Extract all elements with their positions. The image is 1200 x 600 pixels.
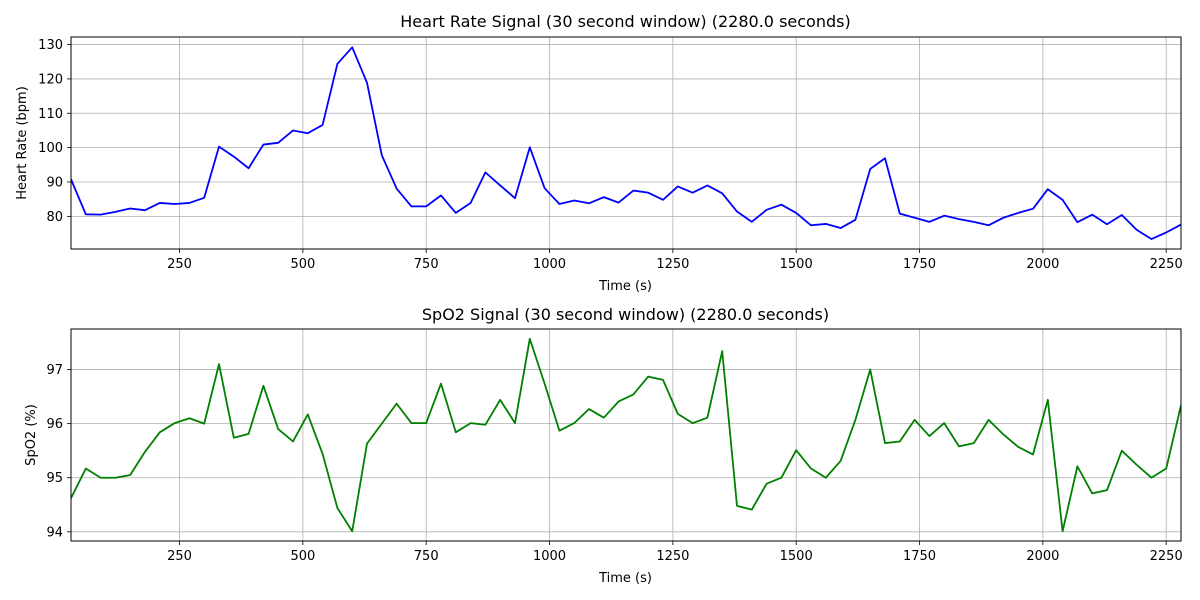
chart-title: Heart Rate Signal (30 second window) (22… [400, 12, 850, 31]
x-tick-label: 750 [414, 549, 439, 564]
x-tick-label: 250 [167, 549, 192, 564]
grid [71, 329, 1181, 541]
x-tick-label: 750 [414, 257, 439, 272]
y-tick-label: 95 [46, 471, 63, 486]
series-line [71, 337, 1181, 533]
y-tick-label: 110 [38, 107, 63, 122]
x-tick-label: 500 [290, 549, 315, 564]
x-tick-label: 2000 [1026, 549, 1059, 564]
x-tick-label: 1500 [780, 549, 813, 564]
series-line [71, 46, 1181, 240]
x-tick-label: 2000 [1026, 257, 1059, 272]
heart-rate-chart: Heart Rate Signal (30 second window) (22… [15, 12, 1183, 294]
x-tick-label: 1000 [533, 549, 566, 564]
x-tick-label: 1250 [656, 257, 689, 272]
x-tick-label: 1750 [903, 549, 936, 564]
x-tick-label: 2250 [1150, 257, 1183, 272]
y-axis-label: Heart Rate (bpm) [15, 86, 30, 200]
grid [71, 37, 1181, 249]
y-tick-label: 120 [38, 72, 63, 87]
x-tick-label: 1750 [903, 257, 936, 272]
ticks: 250 500 750 1000 1250 1500 1750 2000 2250 80 90 100… [38, 38, 1183, 272]
spo2-chart: SpO2 Signal (30 second window) (2280.0 s… [24, 305, 1183, 586]
chart-title: SpO2 Signal (30 second window) (2280.0 s… [422, 305, 829, 324]
y-tick-label: 100 [38, 141, 63, 156]
plot-frame [70, 328, 1182, 542]
y-tick-label: 94 [46, 525, 63, 540]
x-tick-label: 2250 [1150, 549, 1183, 564]
plot-frame [70, 36, 1182, 250]
x-tick-label: 250 [167, 257, 192, 272]
ticks: 250 500 750 1000 1250 1500 1750 2000 2250 94 95 96 9… [46, 363, 1182, 564]
y-tick-label: 80 [46, 210, 63, 225]
y-axis-label: SpO2 (%) [24, 404, 39, 466]
x-axis-label: Time (s) [598, 571, 652, 586]
y-tick-label: 90 [46, 175, 63, 190]
y-tick-label: 130 [38, 38, 63, 53]
y-tick-label: 97 [46, 363, 63, 378]
y-tick-label: 96 [46, 417, 63, 432]
x-tick-label: 1250 [656, 549, 689, 564]
x-tick-label: 1500 [780, 257, 813, 272]
x-axis-label: Time (s) [598, 279, 652, 294]
x-tick-label: 500 [290, 257, 315, 272]
x-tick-label: 1000 [533, 257, 566, 272]
